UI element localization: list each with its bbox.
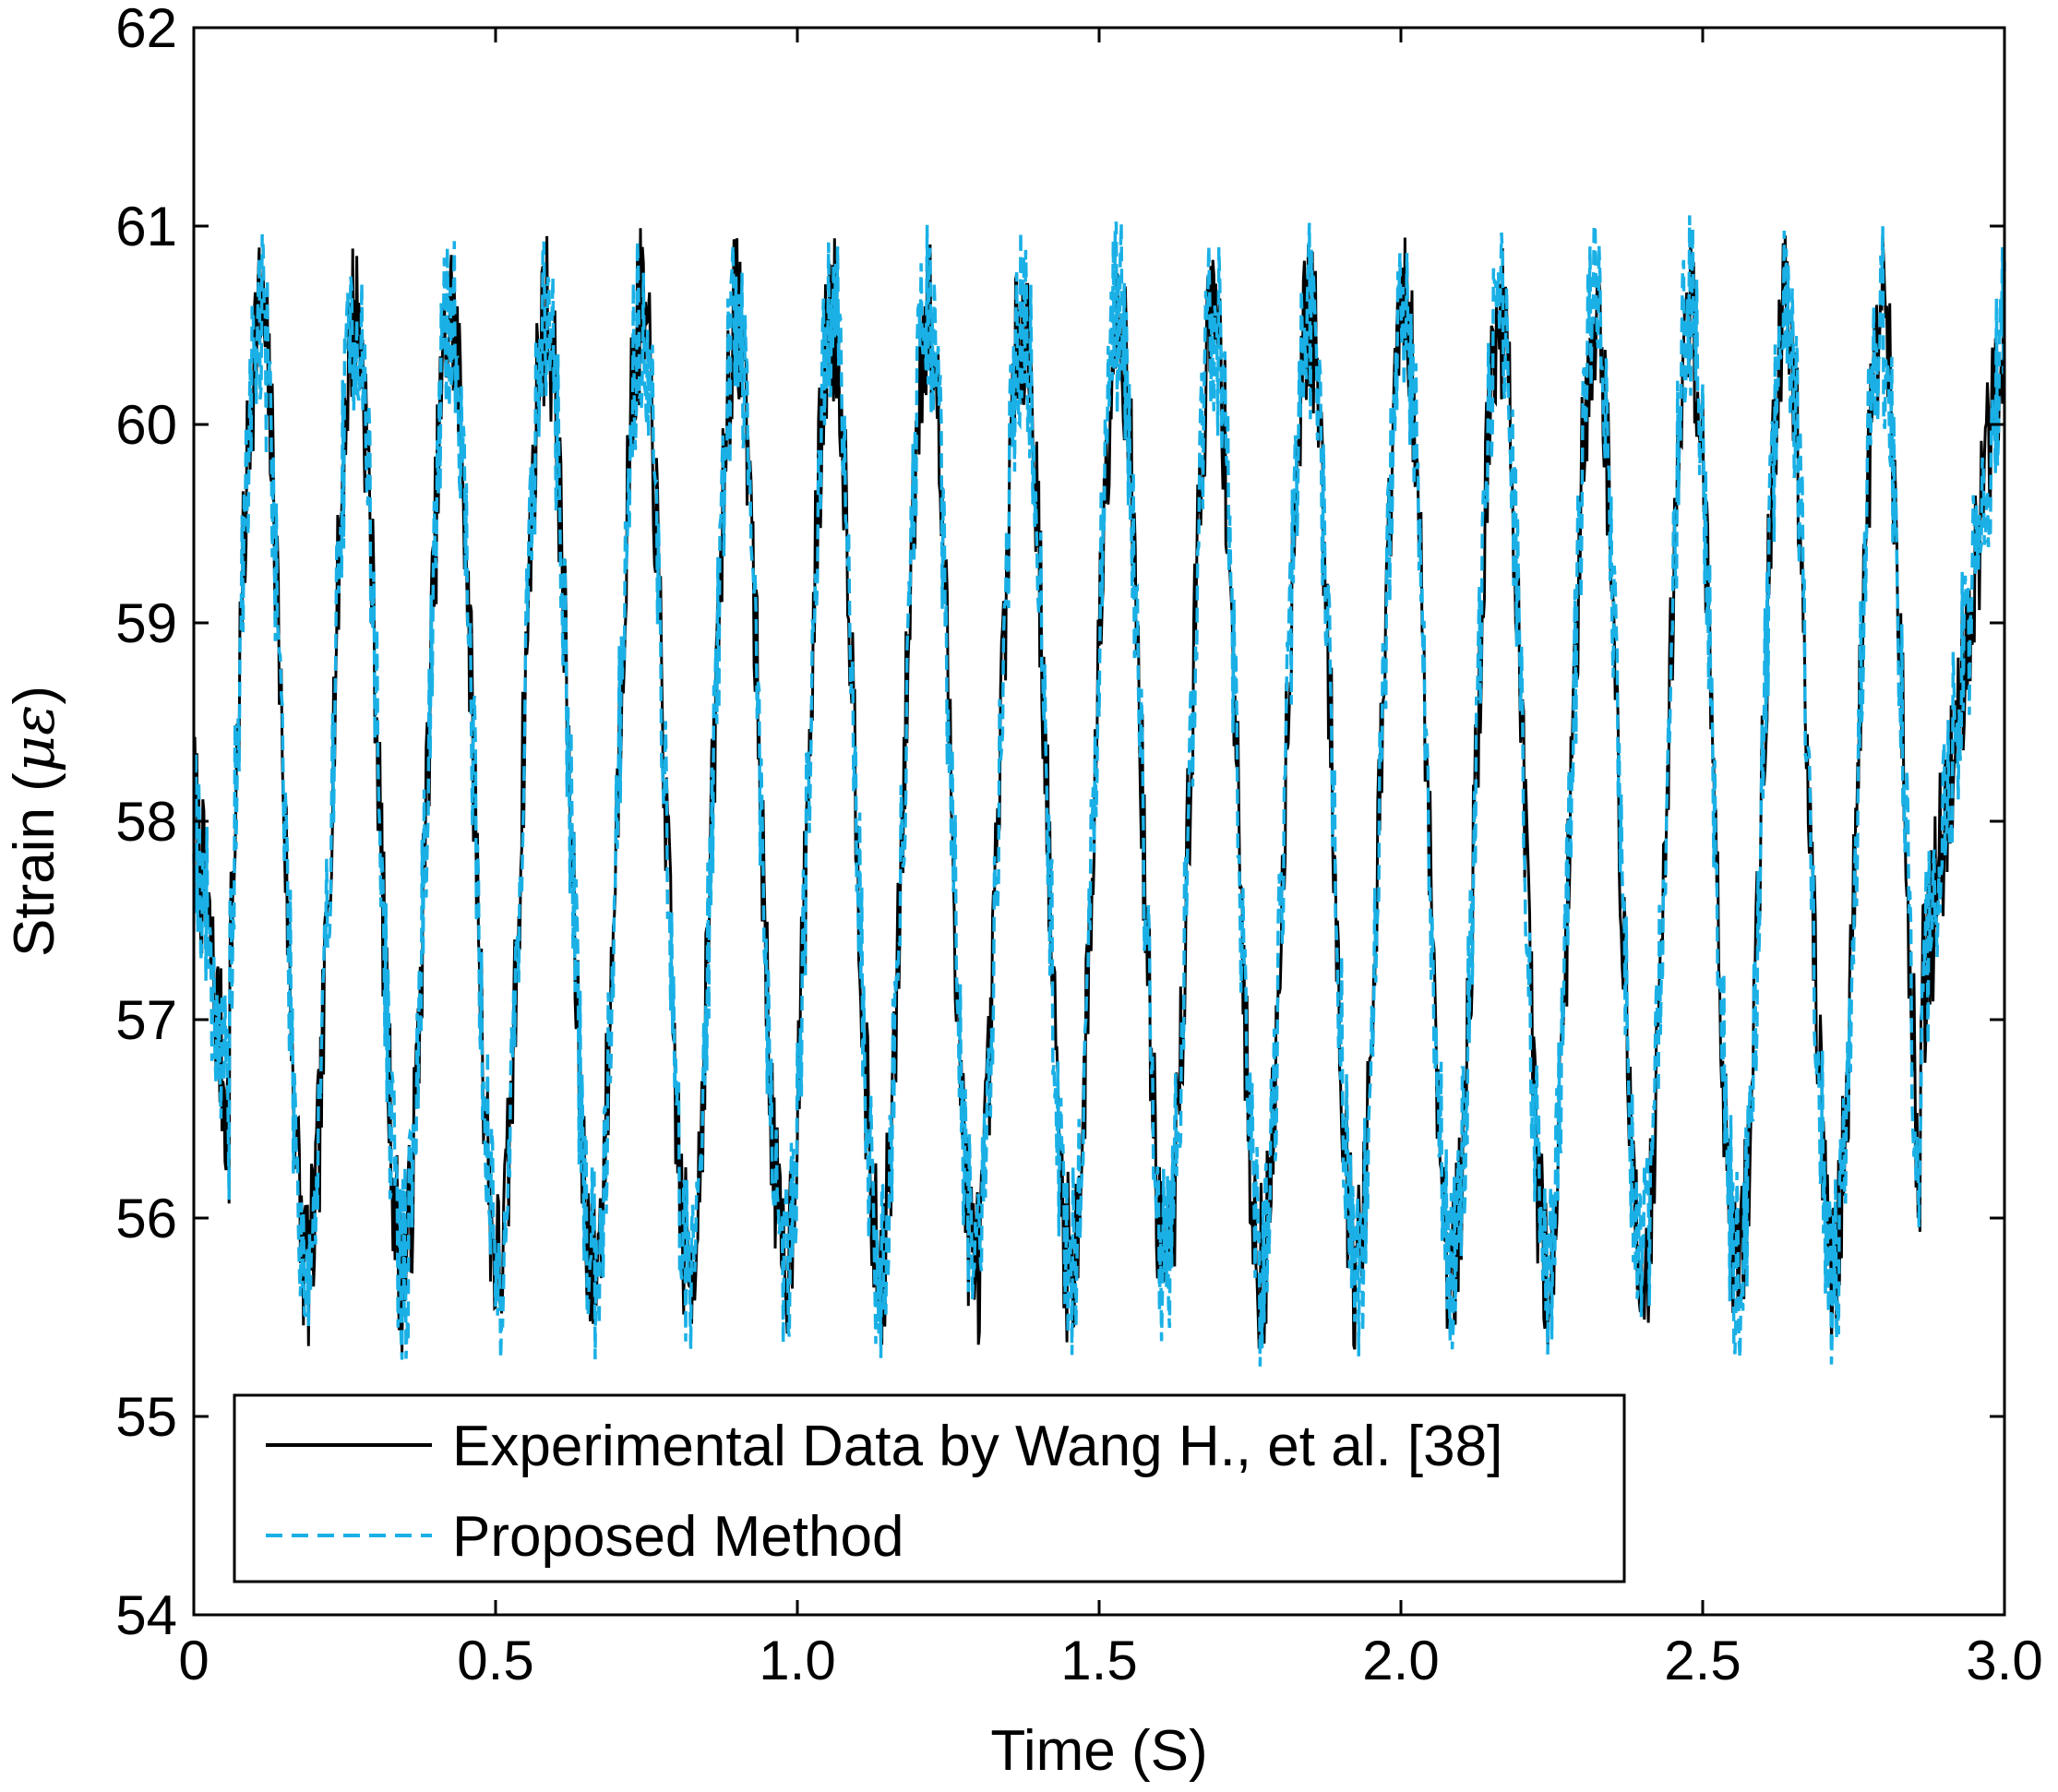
x-tick-label: 0 [178,1630,209,1691]
y-tick-label: 60 [115,394,177,456]
series-layer [192,215,2006,1367]
x-tick-label: 2.0 [1362,1630,1439,1691]
y-tick-label: 56 [115,1188,177,1249]
legend: Experimental Data by Wang H., et al. [38… [233,1393,1626,1583]
y-axis-title-text: Strain ( [3,772,66,957]
y-axis-title: Strain (με) [0,686,67,957]
y-axis-title-close: ) [3,686,66,705]
legend-label-proposed: Proposed Method [452,1505,903,1569]
x-tick-label: 0.5 [457,1630,533,1691]
x-tick-label: 3.0 [1966,1630,2042,1691]
y-axis-title-symbol: με [0,705,67,773]
legend-box [233,1393,1626,1583]
x-tick-label: 1.0 [759,1630,835,1691]
x-tick-label: 1.5 [1060,1630,1137,1691]
ticks-layer: 0 0.5 1.0 1.5 2.0 2.5 3.0 54 55 56 57 58 59 60 61 62 [115,0,2042,1691]
y-tick-label: 59 [115,592,177,654]
x-axis-title: Time (S) [990,1719,1207,1783]
series-line-proposed [192,215,2006,1367]
y-tick-label: 57 [115,989,177,1051]
y-tick-label: 58 [115,791,177,853]
x-tick-label: 2.5 [1664,1630,1741,1691]
y-tick-label: 54 [115,1584,177,1646]
y-tick-label: 55 [115,1386,177,1448]
y-tick-label: 61 [115,196,177,257]
legend-label-experimental: Experimental Data by Wang H., et al. [38… [452,1415,1502,1478]
y-tick-label: 62 [115,0,177,59]
